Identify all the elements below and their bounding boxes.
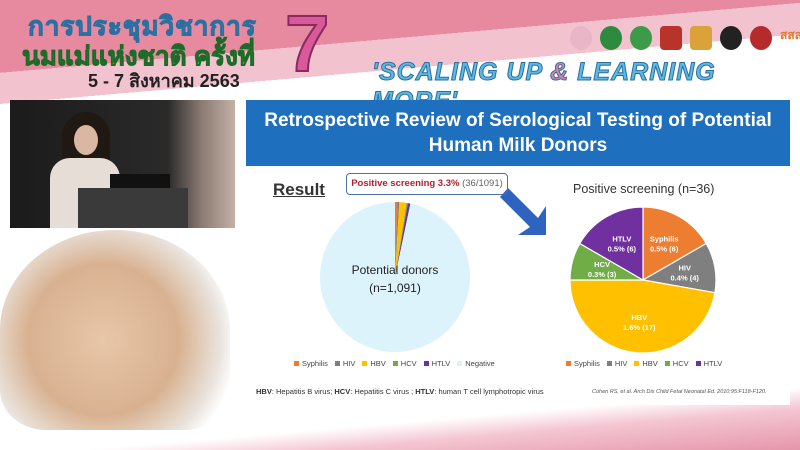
legend-item: HTLV <box>423 359 450 368</box>
legend-item: HCV <box>664 359 689 368</box>
event-dates: 5 - 7 สิงหาคม 2563 <box>88 71 240 91</box>
legend-item: HCV <box>392 359 417 368</box>
footnote-abbr: HBV <box>256 387 272 396</box>
left-pie-center-label: Potential donors <box>352 263 439 277</box>
pie-slice-negative <box>320 202 471 352</box>
legend-item: Syphilis <box>294 359 328 368</box>
slice-label: 0.3% (3) <box>588 270 617 279</box>
sponsor-logo-text: สสส <box>780 28 800 42</box>
pie-slice-hbv <box>395 202 407 277</box>
sponsor-logo-icon <box>720 26 742 50</box>
legend-item: Syphilis <box>566 359 600 368</box>
sponsor-logo-icon <box>690 26 712 50</box>
legend-item: HIV <box>334 359 355 368</box>
sponsor-logos: สสส <box>570 26 800 50</box>
child-photo <box>0 230 230 430</box>
laptop <box>110 174 170 192</box>
pie-slice-hbv <box>569 279 716 354</box>
arrow-icon <box>500 188 546 235</box>
right-pie-legend: Syphilis HIV HBV HCV HTLV <box>566 359 722 368</box>
footnote-abbr: HTLV <box>415 387 435 396</box>
pie-slice-hcv <box>395 202 408 277</box>
citation: Cohen RS, et al. Arch Dis Child Fetal Ne… <box>592 389 767 395</box>
slice-label: 0.4% (4) <box>671 274 700 283</box>
footnote-text: : human T cell lymphotropic virus <box>434 387 544 396</box>
speaker-face <box>74 125 98 155</box>
pie-slice-htlv <box>578 206 644 282</box>
event-title-line2: นมแม่แห่งชาติ ครั้งที่ <box>22 41 256 72</box>
speaker-video <box>10 100 235 228</box>
slice-label: HTLV <box>612 234 631 243</box>
left-pie-center-label: (n=1,091) <box>369 281 421 295</box>
pie-slice-syphilis <box>642 206 708 282</box>
legend-item: HBV <box>362 359 386 368</box>
abbreviation-footnote: HBV: Hepatitis B virus; HCV: Hepatitis C… <box>256 387 544 396</box>
event-edition: 7 <box>284 0 330 89</box>
legend-item: HTLV <box>695 359 722 368</box>
sponsor-logo-icon <box>630 26 652 50</box>
right-pie-title: Positive screening (n=36) <box>573 182 715 196</box>
slice-label: 1.6% (17) <box>623 323 656 332</box>
positive-callout: Positive screening 3.3% (36/1091) <box>346 173 508 195</box>
callout-bold: Positive screening 3.3% <box>351 178 460 189</box>
slide-title: Retrospective Review of Serological Test… <box>246 100 790 166</box>
slogan-amp: & <box>550 58 570 87</box>
footnote-abbr: HCV <box>334 387 351 396</box>
pie-slice-syphilis <box>395 202 398 277</box>
slice-label: 0.5% (6) <box>650 244 679 253</box>
legend-item: HIV <box>606 359 627 368</box>
sponsor-logo-icon <box>660 26 682 50</box>
slice-label: Syphilis <box>650 234 679 243</box>
slice-label: HBV <box>631 313 647 322</box>
event-title-line1: การประชุมวิชาการ <box>28 11 257 42</box>
slice-label: HIV <box>678 264 691 273</box>
pie-slice-hiv <box>395 202 400 277</box>
sponsor-logo-icon <box>570 26 592 50</box>
presentation-slide: Retrospective Review of Serological Test… <box>246 100 790 405</box>
left-pie-legend: Syphilis HIV HBV HCV HTLV Negative <box>294 359 495 368</box>
sponsor-logo-icon <box>600 26 622 50</box>
podium <box>78 188 188 228</box>
footnote-text: : Hepatitis C virus ; <box>350 387 416 396</box>
callout-rest: (36/1091) <box>459 178 503 189</box>
slogan-part: 'SCALING UP <box>371 58 551 87</box>
result-heading: Result <box>273 180 325 199</box>
pie-slice-htlv <box>395 203 411 277</box>
legend-item: Negative <box>457 359 495 368</box>
slice-label: HCV <box>594 260 610 269</box>
legend-item: HBV <box>634 359 658 368</box>
sponsor-logo-icon <box>750 26 772 50</box>
footnote-text: : Hepatitis B virus; <box>271 387 335 396</box>
slice-label: 0.5% (6) <box>608 244 637 253</box>
